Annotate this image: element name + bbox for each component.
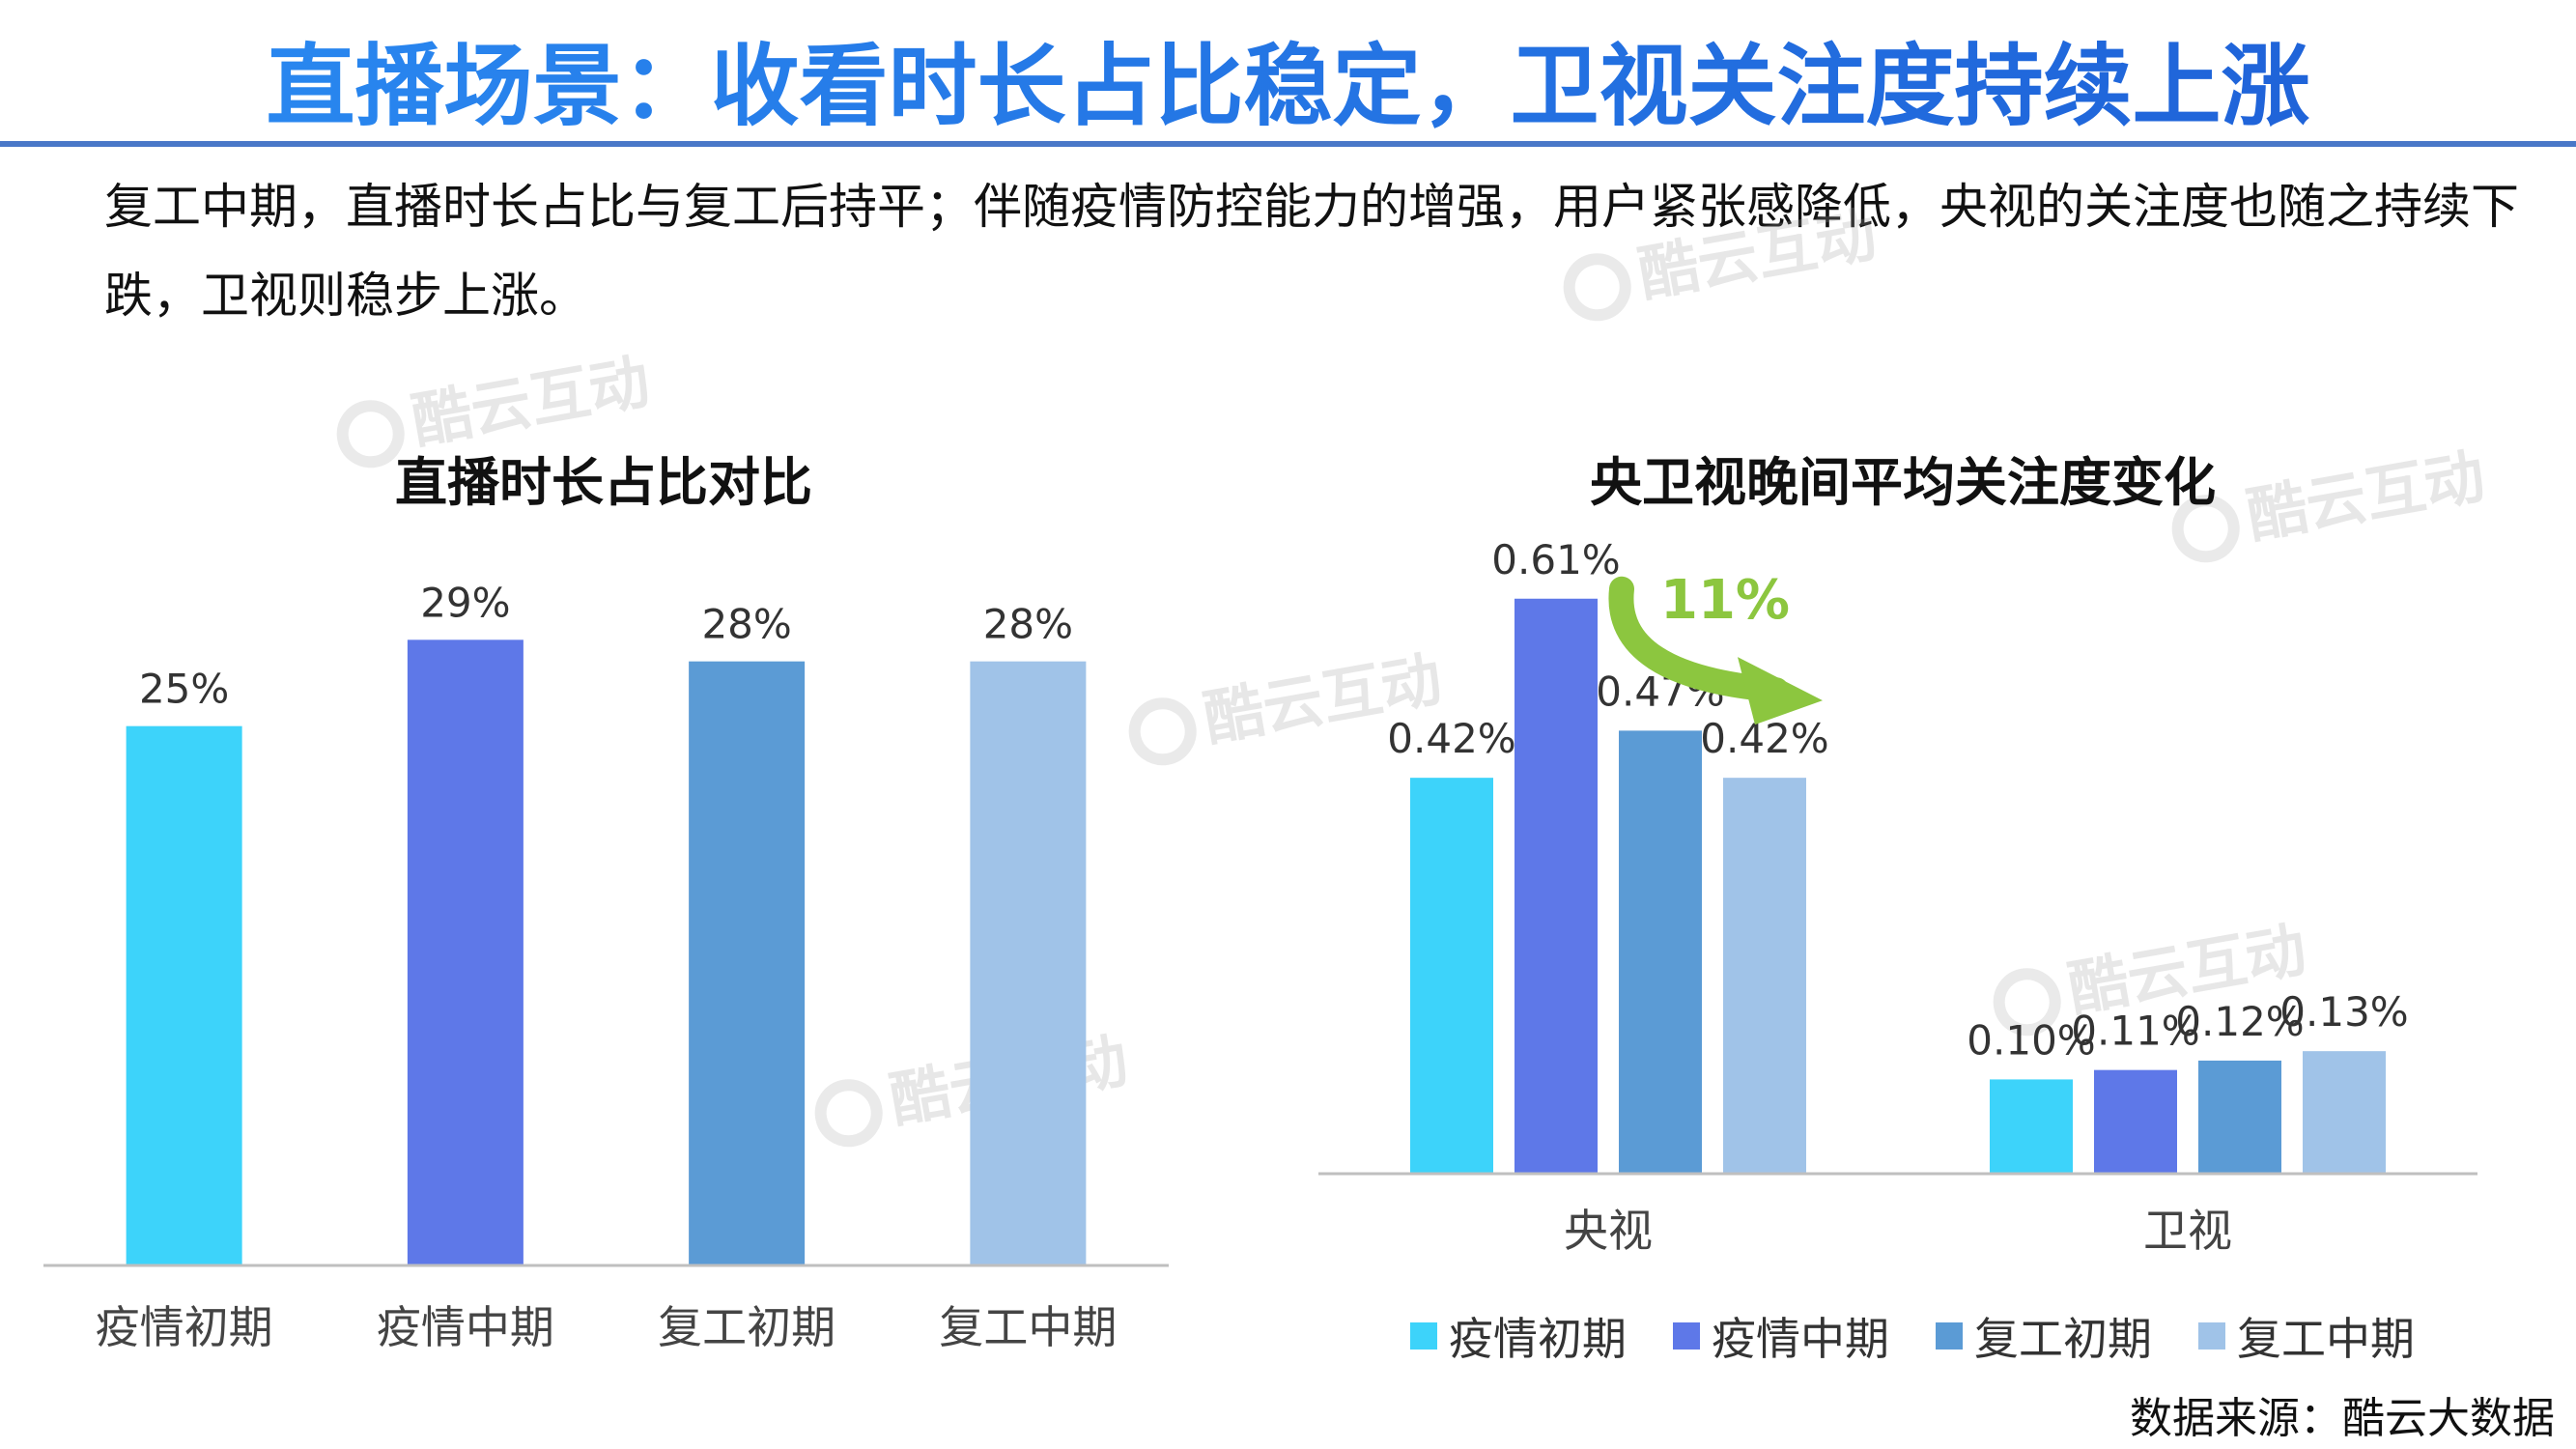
title-divider: [0, 141, 2576, 147]
bar-0-3: [1723, 778, 1806, 1174]
x-tick-label: 央视: [1564, 1205, 1653, 1257]
chart1-title: 直播时长占比对比: [395, 452, 812, 513]
annotation-arrowhead: [1738, 657, 1823, 725]
legend-item: 疫情初期: [1410, 1304, 1627, 1368]
page-title: 直播场景：收看时长占比稳定，卫视关注度持续上涨: [0, 29, 2576, 145]
bar-3: [970, 661, 1087, 1265]
bar-value-label: 28%: [701, 601, 791, 648]
bar-value-label: 25%: [139, 666, 229, 713]
legend-swatch: [1673, 1322, 1700, 1350]
x-tick-label: 疫情初期: [96, 1301, 273, 1353]
legend-swatch: [1410, 1322, 1437, 1350]
chart2-legend: 疫情初期 疫情中期 复工初期 复工中期: [1410, 1302, 2424, 1370]
annotation-arrow: [1608, 576, 1789, 703]
bar-value-label: 0.13%: [2279, 988, 2408, 1036]
bar-value-label: 0.42%: [1700, 715, 1828, 762]
bar-2: [689, 661, 806, 1265]
x-tick-label: 卫视: [2143, 1205, 2232, 1257]
bar-1-1: [2094, 1069, 2177, 1174]
bar-0: [126, 725, 242, 1265]
x-tick-label: 复工初期: [658, 1301, 835, 1353]
bar-value-label: 29%: [420, 579, 510, 626]
legend-item: 复工初期: [1936, 1304, 2152, 1368]
bar-0-0: [1410, 778, 1493, 1174]
x-tick-label: 复工中期: [939, 1301, 1117, 1353]
legend-swatch: [2198, 1322, 2225, 1350]
bar-value-label: 28%: [983, 601, 1073, 648]
chart2-title: 央卫视晚间平均关注度变化: [1590, 452, 2216, 513]
legend-item: 复工中期: [2198, 1304, 2415, 1368]
bar-1-2: [2198, 1060, 2281, 1174]
bar-value-label: 0.42%: [1387, 715, 1515, 762]
bar-value-label: 0.12%: [2175, 998, 2304, 1045]
bar-1-3: [2303, 1051, 2386, 1174]
bar-0-2: [1619, 730, 1702, 1174]
bar-1-0: [1990, 1079, 2073, 1174]
bar-value-label: 0.61%: [1491, 536, 1620, 583]
legend-item: 疫情中期: [1673, 1304, 1889, 1368]
data-source: 数据来源：酷云大数据: [2130, 1394, 2555, 1443]
bar-1: [407, 639, 524, 1265]
intro-text: 复工中期，直播时长占比与复工后持平；伴随疫情防控能力的增强，用户紧张感降低，央视…: [104, 179, 2519, 324]
bar-value-label: 0.11%: [2071, 1008, 2199, 1055]
x-tick-label: 疫情中期: [377, 1301, 554, 1353]
annotation-label: 11%: [1660, 569, 1790, 632]
bar-0-1: [1514, 598, 1598, 1174]
legend-swatch: [1936, 1322, 1963, 1350]
bar-value-label: 0.10%: [1967, 1016, 2095, 1064]
